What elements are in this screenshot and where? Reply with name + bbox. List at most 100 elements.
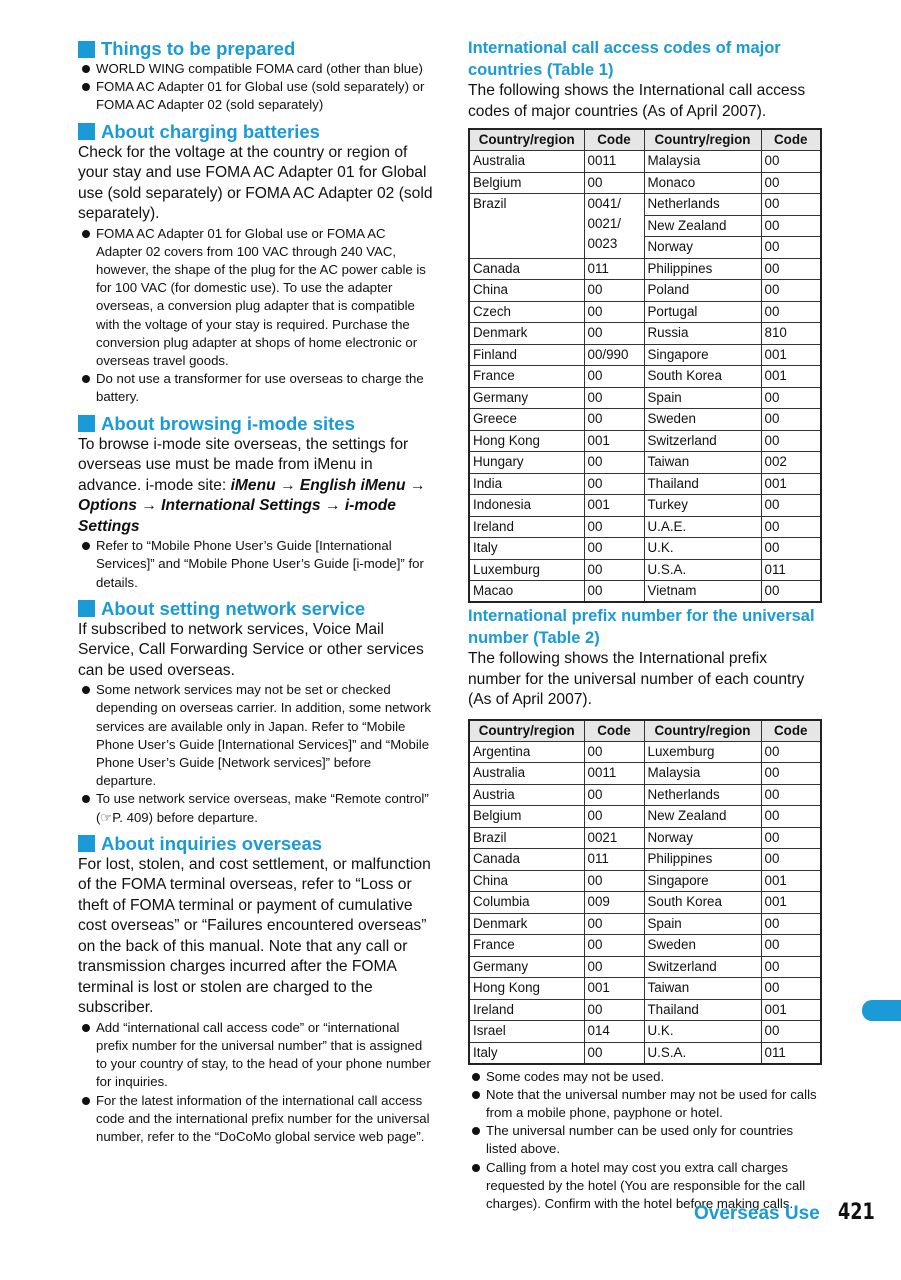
- code-cell: 00: [760, 494, 822, 517]
- code-cell: 00: [760, 826, 822, 849]
- code-cell: 001: [760, 869, 822, 892]
- country-cell: Germany: [468, 386, 585, 409]
- code-cell: 00: [583, 1041, 645, 1064]
- heading-square-icon: [78, 415, 95, 433]
- code-cell: 011: [760, 558, 822, 581]
- bullet-list: FOMA AC Adapter 01 for Global use or FOM…: [78, 225, 434, 407]
- country-cell: Italy: [468, 1041, 585, 1064]
- table-row: China 00 Singapore 001: [468, 869, 822, 892]
- code-cell: 00: [583, 408, 645, 431]
- country-cell: Brazil: [468, 193, 585, 259]
- table-row: Brazil 0041/ 0021/ 0023 Netherlands 00: [468, 193, 822, 259]
- country-cell: Philippines: [643, 848, 762, 871]
- table-row: Argentina 00 Luxemburg 00: [468, 740, 822, 763]
- code-cell: 00: [760, 300, 822, 323]
- bullet-list: Refer to “Mobile Phone User’s Guide [Int…: [78, 537, 434, 592]
- country-cell: South Korea: [643, 365, 762, 388]
- code-cell: 0041/ 0021/ 0023: [583, 193, 645, 259]
- code-cell: 00: [760, 1020, 822, 1043]
- country-cell: Norway: [643, 826, 762, 849]
- table-row: Canada 011 Philippines 00: [468, 257, 822, 280]
- paragraph: To browse i-mode site overseas, the sett…: [78, 435, 434, 538]
- column-header: Country/region: [643, 128, 762, 151]
- section-index-tab: [862, 1000, 901, 1021]
- code-cell: 00/990: [583, 343, 645, 366]
- table2-intro: The following shows the International pr…: [468, 650, 805, 708]
- table-row: France 00 Sweden 00: [468, 934, 822, 957]
- heading-charging-batteries: About charging batteries: [78, 121, 434, 143]
- country-cell: Spain: [643, 912, 762, 935]
- code-cell: 00: [583, 805, 645, 828]
- country-cell: Macao: [468, 580, 585, 603]
- list-item: The universal number can be used only fo…: [468, 1122, 824, 1158]
- country-cell: Luxemburg: [468, 558, 585, 581]
- country-cell: Switzerland: [643, 955, 762, 978]
- code-cell: 00: [583, 365, 645, 388]
- table-row: Australia 0011 Malaysia 00: [468, 150, 822, 173]
- country-cell: China: [468, 869, 585, 892]
- code-cell: 00: [583, 386, 645, 409]
- country-cell: New Zealand: [643, 214, 762, 237]
- code-cell: 011: [583, 257, 645, 280]
- country-cell: Philippines: [643, 257, 762, 280]
- country-cell: U.K.: [643, 537, 762, 560]
- code-cell: 0011: [583, 150, 645, 173]
- country-cell: Portugal: [643, 300, 762, 323]
- table-row: Belgium 00 New Zealand 00: [468, 805, 822, 828]
- table-row: Hong Kong 001 Taiwan 00: [468, 977, 822, 1000]
- country-cell: Austria: [468, 783, 585, 806]
- column-header: Country/region: [468, 719, 585, 742]
- code-cell: 00: [760, 171, 822, 194]
- table-row: Israel 014 U.K. 00: [468, 1020, 822, 1043]
- country-cell: Switzerland: [643, 429, 762, 452]
- country-cell: Argentina: [468, 740, 585, 763]
- table-row: Italy 00 U.S.A. 011: [468, 1041, 822, 1064]
- code-cell: 001: [583, 494, 645, 517]
- code-cell: 00: [760, 386, 822, 409]
- notes-list: Some codes may not be used. Note that th…: [468, 1068, 824, 1214]
- country-cell: Finland: [468, 343, 585, 366]
- paragraph-text: To browse i-mode site overseas, the sett…: [78, 435, 409, 494]
- country-cell: Monaco: [643, 171, 762, 194]
- country-cell: Canada: [468, 257, 585, 280]
- country-cell: Denmark: [468, 912, 585, 935]
- code-cell: 001: [760, 891, 822, 914]
- table-row: Macao 00 Vietnam 00: [468, 580, 822, 603]
- country-cell: Luxemburg: [643, 740, 762, 763]
- heading-text: About charging batteries: [101, 120, 320, 142]
- country-cell: India: [468, 472, 585, 495]
- column-header: Code: [583, 719, 645, 742]
- column-header: Country/region: [643, 719, 762, 742]
- heading-text: About inquiries overseas: [101, 832, 323, 854]
- code-cell: 00: [583, 537, 645, 560]
- list-item: Some network services may not be set or …: [78, 681, 434, 790]
- country-cell: Ireland: [468, 998, 585, 1021]
- table-row: France 00 South Korea 001: [468, 365, 822, 388]
- code-cell: 00: [583, 998, 645, 1021]
- bullet-list: Add “international call access code” or …: [78, 1019, 434, 1146]
- code-cell: 00: [583, 472, 645, 495]
- code-cell: 002: [760, 451, 822, 474]
- country-cell: Netherlands: [643, 783, 762, 806]
- list-item: Some codes may not be used.: [468, 1068, 824, 1086]
- country-cell: Hungary: [468, 451, 585, 474]
- code-cell: 00: [760, 934, 822, 957]
- country-cell: Czech: [468, 300, 585, 323]
- code-cell: 00: [583, 740, 645, 763]
- table-row: New Zealand 00: [469, 214, 822, 237]
- table-call-access-codes: Country/region Code Country/region Code Aust…: [468, 128, 822, 603]
- country-cell: Singapore: [643, 869, 762, 892]
- code-cell: 00: [760, 236, 822, 259]
- country-cell: U.S.A.: [643, 1041, 762, 1064]
- country-cell: Sweden: [643, 408, 762, 431]
- heading-inquiries-overseas: About inquiries overseas: [78, 833, 434, 855]
- list-item: Refer to “Mobile Phone User’s Guide [Int…: [78, 537, 434, 592]
- country-cell: Australia: [468, 762, 585, 785]
- table-row: Greece 00 Sweden 00: [468, 408, 822, 431]
- country-cell: France: [468, 365, 585, 388]
- page-number: 421: [838, 1200, 875, 1225]
- table-row: Australia 0011 Malaysia 00: [468, 762, 822, 785]
- list-item: To use network service overseas, make “R…: [78, 790, 434, 826]
- country-cell: Poland: [643, 279, 762, 302]
- code-cell: 00: [760, 580, 822, 603]
